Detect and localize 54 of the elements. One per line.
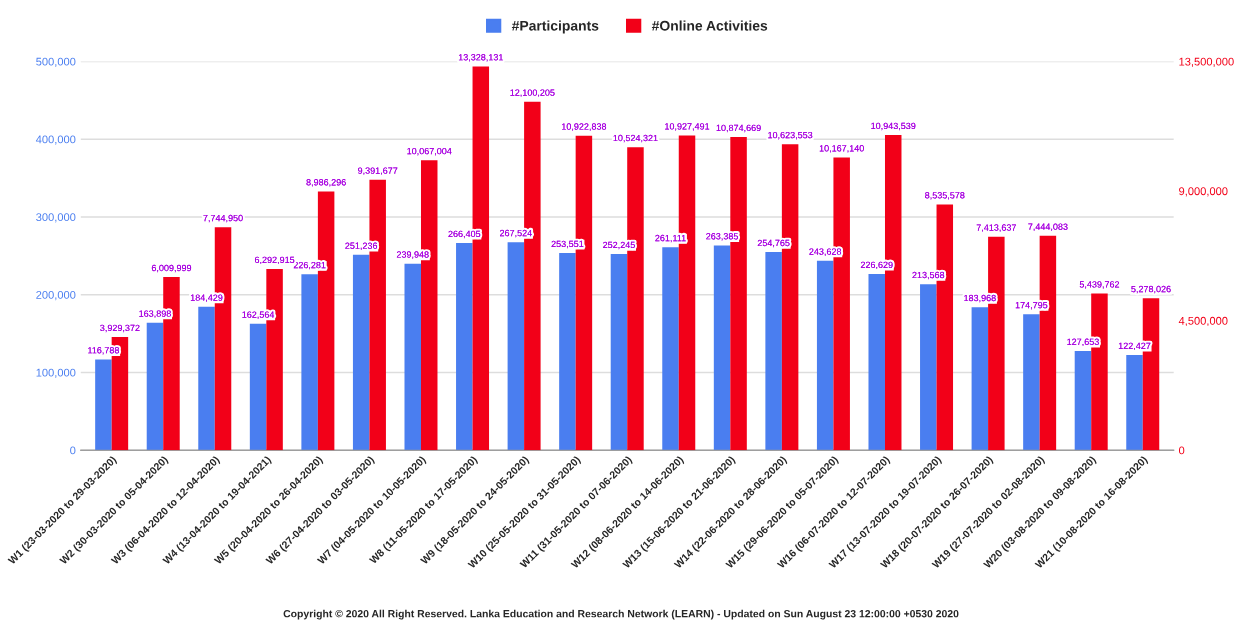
text: Copyright © 2020 All Right Reserved. Lanka Education and Research Network (LEARN) - Updated on Sun August 23 12:00:00 +0530 2020 bbox=[283, 609, 959, 620]
data-label: 13,328,131 bbox=[458, 54, 503, 62]
data-label: 163,898 bbox=[139, 310, 171, 318]
data-label: 213,568 bbox=[912, 271, 945, 280]
data-label: 6,292,915 bbox=[254, 256, 295, 265]
data-label: 3,929,372 bbox=[100, 324, 140, 333]
y2-tick-label: 0 bbox=[1178, 446, 1185, 455]
data-label: 254,765 bbox=[757, 239, 790, 248]
data-label: 10,623,553 bbox=[768, 131, 813, 140]
y-tick-label: 200,000 bbox=[36, 290, 76, 301]
y2-tick-label: 9,000,000 bbox=[1179, 187, 1228, 197]
data-label: 10,922,838 bbox=[562, 123, 607, 131]
data-label: 5,439,762 bbox=[1079, 281, 1120, 289]
data-label: 184,429 bbox=[190, 294, 223, 302]
data-label: 10,874,669 bbox=[716, 124, 761, 133]
y-tick-label: 500,000 bbox=[36, 57, 76, 67]
y2-tick-label: 4,500,000 bbox=[1178, 316, 1228, 327]
data-label: 8,986,296 bbox=[306, 179, 346, 187]
data-label: 8,535,578 bbox=[925, 192, 965, 200]
data-label: 226,629 bbox=[860, 261, 893, 270]
legend-label: #Participants bbox=[511, 20, 599, 34]
data-label: 10,067,004 bbox=[407, 147, 452, 156]
data-label: 7,744,950 bbox=[203, 214, 243, 223]
data-label: 10,524,321 bbox=[613, 134, 658, 143]
data-label: 243,628 bbox=[809, 248, 842, 256]
data-label: 9,391,677 bbox=[358, 167, 398, 175]
data-label: 261,111 bbox=[655, 234, 686, 243]
data-label: 252,245 bbox=[603, 241, 635, 250]
y-tick-label: 100,000 bbox=[36, 368, 76, 378]
data-label: 183,968 bbox=[964, 294, 996, 303]
data-label: 174,795 bbox=[1015, 301, 1048, 310]
y-tick-label: 400,000 bbox=[35, 135, 76, 145]
data-label: 263,385 bbox=[706, 233, 739, 241]
data-label: 12,100,205 bbox=[510, 89, 555, 97]
data-label: 127,653 bbox=[1067, 338, 1099, 347]
data-label: 116,788 bbox=[88, 347, 120, 355]
data-label: 7,444,083 bbox=[1028, 223, 1068, 231]
data-label: 251,236 bbox=[345, 242, 378, 250]
data-label: 10,943,539 bbox=[871, 122, 916, 131]
y-tick-label: 300,000 bbox=[36, 213, 76, 223]
data-label: 267,524 bbox=[499, 229, 532, 238]
legend-label: #Online Activities bbox=[651, 20, 768, 31]
data-label: 10,927,491 bbox=[665, 123, 710, 131]
data-label: 122,427 bbox=[1118, 342, 1151, 351]
data-label: 253,551 bbox=[551, 240, 584, 249]
y2-tick-label: 13,500,000 bbox=[1179, 57, 1234, 67]
data-label: 7,413,637 bbox=[976, 224, 1016, 232]
data-label: 239,948 bbox=[396, 251, 429, 259]
data-label: 162,564 bbox=[242, 311, 275, 319]
data-label: 5,278,026 bbox=[1131, 285, 1171, 294]
data-label: 266,405 bbox=[448, 230, 481, 239]
y-tick-label: 0 bbox=[70, 446, 76, 455]
data-label: 10,167,140 bbox=[819, 145, 864, 153]
data-label: 6,009,999 bbox=[151, 264, 192, 273]
